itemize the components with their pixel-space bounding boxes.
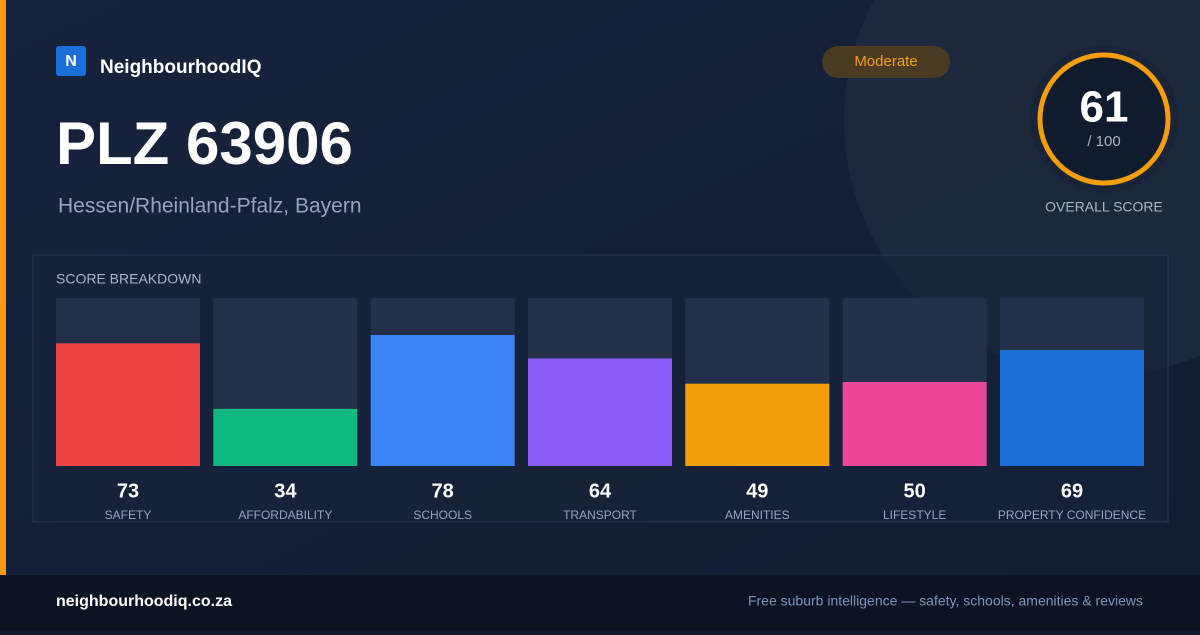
brand-name: NeighbourhoodIQ (100, 57, 261, 78)
category-label: AFFORDABILITY (238, 508, 332, 522)
score-value: 61 (1080, 83, 1129, 132)
logo-letter: N (65, 53, 77, 70)
bar (213, 408, 358, 466)
value-label: 78 (432, 480, 454, 502)
title: PLZ 63906 (56, 110, 353, 177)
footer (0, 575, 1200, 630)
bar (685, 383, 830, 466)
value-label: 49 (746, 480, 768, 502)
footer-site: neighbourhoodiq.co.za (56, 593, 232, 610)
bar (370, 334, 515, 466)
value-label: 73 (117, 480, 139, 502)
value-label: 34 (274, 480, 297, 502)
accent-stripe (0, 0, 6, 575)
value-label: 69 (1061, 480, 1083, 502)
category-label: PROPERTY CONFIDENCE (998, 508, 1146, 522)
footer-tagline: Free suburb intelligence — safety, schoo… (748, 593, 1143, 609)
logo (56, 46, 86, 76)
value-label: 64 (589, 480, 612, 502)
category-label: SCHOOLS (413, 508, 472, 522)
category-label: TRANSPORT (563, 508, 637, 522)
category-label: LIFESTYLE (883, 508, 946, 522)
score-max: / 100 (1087, 133, 1120, 150)
score-ring (1037, 52, 1171, 186)
value-label: 50 (904, 480, 926, 502)
badge (822, 46, 950, 78)
breakdown-title: SCORE BREAKDOWN (56, 271, 201, 287)
category-label: AMENITIES (725, 508, 790, 522)
badge-text: Moderate (854, 53, 917, 70)
bar (56, 343, 200, 466)
bar (527, 358, 672, 466)
bar (842, 382, 987, 466)
bar (999, 350, 1144, 466)
category-label: SAFETY (105, 508, 152, 522)
score-caption: OVERALL SCORE (1045, 199, 1163, 215)
subtitle: Hessen/Rheinland-Pfalz, Bayern (58, 195, 362, 218)
